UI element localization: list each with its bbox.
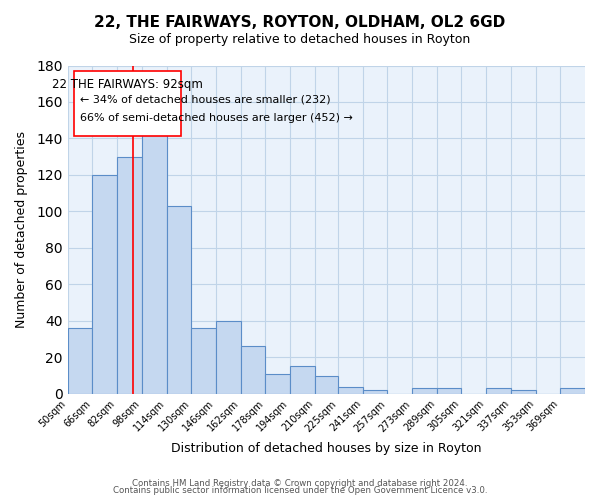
Y-axis label: Number of detached properties: Number of detached properties	[15, 131, 28, 328]
Text: 22 THE FAIRWAYS: 92sqm: 22 THE FAIRWAYS: 92sqm	[52, 78, 203, 91]
Bar	[92, 175, 117, 394]
Bar	[437, 388, 461, 394]
Bar	[241, 346, 265, 394]
Bar	[486, 388, 511, 394]
Bar	[191, 328, 216, 394]
Text: ← 34% of detached houses are smaller (232): ← 34% of detached houses are smaller (23…	[80, 94, 331, 104]
Text: Contains public sector information licensed under the Open Government Licence v3: Contains public sector information licen…	[113, 486, 487, 495]
Text: 66% of semi-detached houses are larger (452) →: 66% of semi-detached houses are larger (…	[80, 113, 353, 123]
Bar	[362, 390, 388, 394]
Bar	[142, 131, 167, 394]
Bar	[216, 321, 241, 394]
Bar	[511, 390, 536, 394]
Text: Size of property relative to detached houses in Royton: Size of property relative to detached ho…	[130, 32, 470, 46]
Bar	[560, 388, 585, 394]
Bar	[338, 386, 362, 394]
Bar	[117, 156, 142, 394]
Bar	[167, 206, 191, 394]
Bar	[290, 366, 315, 394]
Text: Contains HM Land Registry data © Crown copyright and database right 2024.: Contains HM Land Registry data © Crown c…	[132, 478, 468, 488]
Bar	[265, 374, 290, 394]
Bar	[68, 328, 92, 394]
Bar	[412, 388, 437, 394]
Text: 22, THE FAIRWAYS, ROYTON, OLDHAM, OL2 6GD: 22, THE FAIRWAYS, ROYTON, OLDHAM, OL2 6G…	[94, 15, 506, 30]
X-axis label: Distribution of detached houses by size in Royton: Distribution of detached houses by size …	[171, 442, 482, 455]
Bar	[315, 376, 338, 394]
